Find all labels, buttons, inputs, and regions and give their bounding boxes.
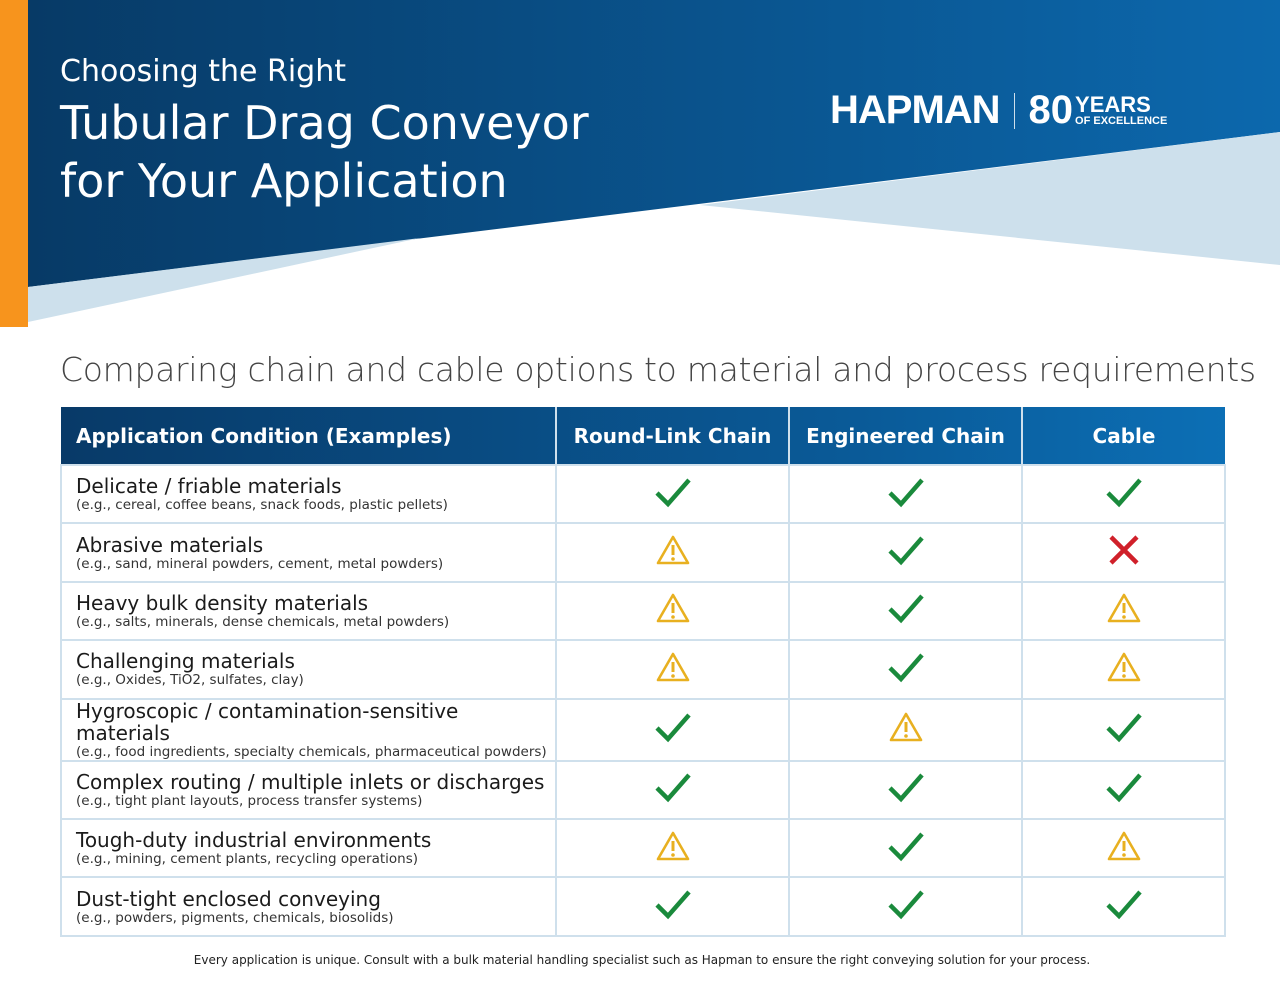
condition-cell: Heavy bulk density materials (e.g., salts… [60,580,557,642]
warning-icon [655,535,691,570]
condition-label: Abrasive materials [76,532,264,557]
check-icon [1105,773,1143,808]
rating-cell [1021,759,1226,820]
condition-cell: Complex routing / multiple inlets or dis… [60,759,557,820]
warning-icon [655,831,691,866]
check-icon [887,773,925,808]
rating-cell [555,759,790,820]
rating-cell [788,759,1023,820]
col-header-round-link: Round-Link Chain [556,407,790,465]
check-icon [1105,478,1143,513]
rating-cell [555,697,790,762]
condition-examples: (e.g., Oxides, TiO2, sulfates, clay) [76,672,304,689]
condition-label: Dust-tight enclosed conveying [76,886,381,911]
rating-cell [1021,639,1226,700]
table-row: Hygroscopic / contamination-sensitive ma… [60,697,1226,762]
table-row: Heavy bulk density materials (e.g., salts… [60,580,1226,642]
logo-80: 80 [1028,88,1074,132]
rating-cell [555,876,790,937]
check-icon [887,653,925,688]
rating-cell [788,463,1023,525]
condition-examples: (e.g., tight plant layouts, process tran… [76,792,423,809]
rating-cell [788,639,1023,700]
rating-cell [1021,697,1226,762]
rating-cell [788,522,1023,583]
check-icon [1105,713,1143,748]
rating-cell [788,817,1023,879]
col-header-cable: Cable [1092,423,1156,448]
check-icon [654,478,692,513]
check-icon [654,890,692,925]
condition-label: Heavy bulk density materials [76,590,369,615]
rating-cell [555,817,790,879]
condition-examples: (e.g., mining, cement plants, recycling … [76,851,419,868]
condition-label: Hygroscopic / contamination-sensitive ma… [76,698,459,745]
condition-examples: (e.g., sand, mineral powders, cement, me… [76,555,444,572]
check-icon [887,594,925,629]
title-line-1: Choosing the Right [60,54,346,89]
warning-icon [1106,652,1142,687]
check-icon [654,773,692,808]
rating-cell [1021,817,1226,879]
hapman-logo: HAPMAN 80 YEARS OF EXCELLENCE [830,88,1167,133]
col-header-engineered: Engineered Chain [789,407,1023,465]
table-header: Application Condition (Examples) Round-L… [61,407,1225,465]
rating-cell [1021,580,1226,642]
rating-cell [1021,876,1226,937]
col-header-condition: Application Condition (Examples) [61,407,557,465]
rating-cell [1021,522,1226,583]
condition-cell: Dust-tight enclosed conveying (e.g., powd… [60,876,557,937]
table-row: Abrasive materials (e.g., sand, mineral p… [60,522,1226,583]
logo-divider [1013,92,1015,129]
rating-cell [1021,463,1226,525]
warning-icon [1106,594,1142,628]
warning-icon [1106,831,1142,866]
title-line-3: for Your Application [60,154,508,208]
warning-icon [655,594,691,628]
condition-cell: Hygroscopic / contamination-sensitive ma… [60,697,557,762]
condition-cell: Delicate / friable materials (e.g., cerea… [60,463,557,525]
condition-examples: (e.g., salts, minerals, dense chemicals,… [76,613,450,630]
condition-cell: Abrasive materials (e.g., sand, mineral p… [60,522,557,583]
accent-bar [0,0,28,327]
logo-years: YEARS OF EXCELLENCE [1075,92,1168,127]
check-icon [887,832,925,867]
table-row: Dust-tight enclosed conveying (e.g., powd… [60,876,1226,937]
check-icon [1105,890,1143,925]
check-icon [654,713,692,748]
title-line-2: Tubular Drag Conveyor [60,96,589,150]
check-icon [887,536,925,571]
warning-icon [888,712,924,747]
condition-label: Tough-duty industrial environments [76,828,432,853]
logo-name: HAPMAN [830,88,1001,132]
check-icon [887,890,925,925]
condition-cell: Tough-duty industrial environments (e.g.,… [60,817,557,879]
rating-cell [788,580,1023,642]
condition-examples: (e.g., powders, pigments, chemicals, bio… [76,909,394,926]
condition-label: Challenging materials [76,649,295,674]
rating-cell [555,580,790,642]
table-row: Complex routing / multiple inlets or dis… [60,759,1226,820]
warning-icon [655,652,691,687]
rating-cell [555,522,790,583]
condition-examples: (e.g., cereal, coffee beans, snack foods… [76,497,448,514]
condition-label: Delicate / friable materials [76,474,342,499]
table-row: Delicate / friable materials (e.g., cerea… [60,463,1226,525]
header-banner [0,0,1280,327]
condition-cell: Challenging materials (e.g., Oxides, TiO2… [60,639,557,700]
rating-cell [555,639,790,700]
rating-cell [788,876,1023,937]
rating-cell [788,697,1023,762]
cross-icon [1107,535,1141,571]
subtitle: Comparing chain and cable options to mat… [60,350,1256,389]
condition-examples: (e.g., food ingredients, specialty chemi… [76,743,547,760]
table-row: Challenging materials (e.g., Oxides, TiO2… [60,639,1226,700]
footnote: Every application is unique. Consult wit… [193,953,1091,967]
condition-label: Complex routing / multiple inlets or dis… [76,769,545,794]
rating-cell [555,463,790,525]
table-row: Tough-duty industrial environments (e.g.,… [60,817,1226,879]
comparison-table: Application Condition (Examples) Round-L… [60,407,1226,937]
check-icon [887,478,925,513]
